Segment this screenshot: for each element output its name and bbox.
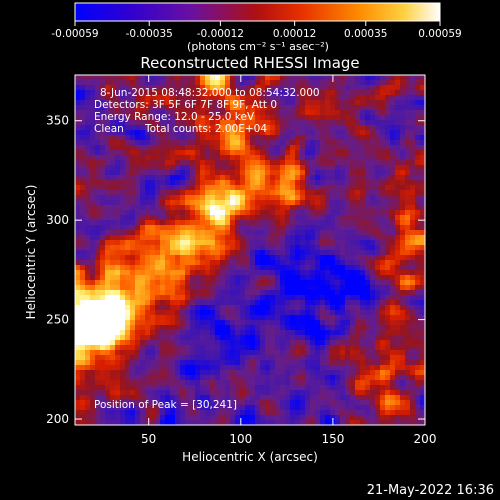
annotation-total-counts: Total counts: 2.00E+04 [144,123,267,135]
y-axis-ticks: 200 250 300 350 [46,114,425,426]
x-axis-label: Heliocentric X (arcsec) [182,450,318,464]
colorbar-tick-label: -0.00035 [126,28,173,40]
colorbar: -0.00059 -0.00035 -0.00012 0.00012 0.00035 0.… [51,2,462,53]
y-axis-label: Heliocentric Y (arcsec) [24,185,38,320]
chart-title: Reconstructed RHESSI Image [140,54,359,72]
heatmap-image [75,75,425,425]
colorbar-tick-label: -0.00059 [51,28,98,40]
x-tick-label: 100 [229,432,252,446]
colorbar-tick-labels: -0.00059 -0.00035 -0.00012 0.00012 0.00035 0.… [51,28,461,40]
annotation-time-range: 8-Jun-2015 08:48:32.000 to 08:54:32.000 [100,87,320,99]
colorbar-ticks [74,21,441,26]
colorbar-tick-label: 0.00012 [273,28,316,40]
colorbar-tick-label: 0.00035 [344,28,387,40]
colorbar-gradient [74,2,441,22]
plot-frame [74,74,426,426]
colorbar-unit-label: (photons cm⁻² s⁻¹ asec⁻²) [187,40,329,53]
y-tick-label: 350 [46,114,69,128]
annotation-method: Clean [94,123,124,135]
annotation-energy-range: Energy Range: 12.0 - 25.0 keV [94,111,255,123]
x-tick-label: 50 [141,432,156,446]
colorbar-tick-label: -0.00012 [197,28,244,40]
y-tick-label: 250 [46,313,69,327]
x-axis-ticks: 50 100 150 200 [141,75,436,446]
annotations: 8-Jun-2015 08:48:32.000 to 08:54:32.000 … [94,87,320,411]
y-tick-label: 300 [46,213,69,227]
footer-timestamp: 21-May-2022 16:36 [367,483,494,498]
x-tick-label: 150 [321,432,344,446]
colorbar-tick-label: 0.00059 [418,28,461,40]
y-tick-label: 200 [46,412,69,426]
x-tick-label: 200 [414,432,437,446]
annotation-detectors: Detectors: 3F 5F 6F 7F 8F 9F, Att 0 [94,99,277,111]
annotation-peak-position: Position of Peak = [30,241] [94,399,237,411]
